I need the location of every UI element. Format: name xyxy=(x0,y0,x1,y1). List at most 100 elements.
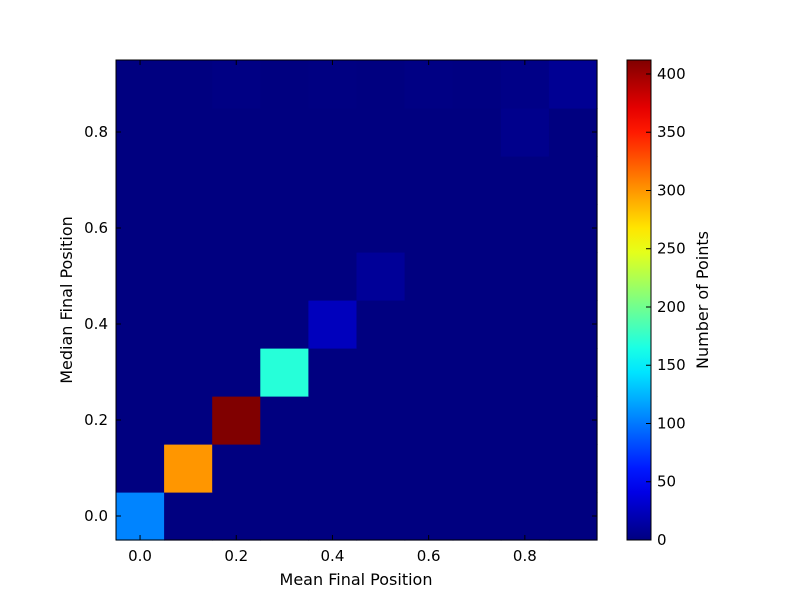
heatmap-cell xyxy=(500,348,550,397)
heatmap-cell xyxy=(260,252,309,301)
heatmap-cell xyxy=(116,300,165,349)
heatmap-cell xyxy=(548,444,598,493)
heatmap-cell xyxy=(452,444,502,493)
heatmap-cell xyxy=(404,300,454,349)
heatmap-cell xyxy=(116,108,165,157)
heatmap-cell xyxy=(260,300,309,349)
heatmap-cell xyxy=(404,444,454,493)
heatmap-cell xyxy=(404,156,454,205)
heatmap-cell xyxy=(452,252,502,301)
heatmap-cell xyxy=(212,108,261,157)
heatmap-cell xyxy=(308,348,358,397)
heatmap-cell xyxy=(356,60,406,109)
heatmap-cell xyxy=(308,156,358,205)
x-axis-label: Mean Final Position xyxy=(280,570,433,589)
heatmap-cell xyxy=(164,492,213,541)
heatmap-cell xyxy=(212,492,261,541)
heatmap-cell xyxy=(500,300,550,349)
heatmap-cell xyxy=(212,300,261,349)
heatmap-cell xyxy=(212,60,261,109)
heatmap-cell xyxy=(404,204,454,253)
heatmap-cell xyxy=(212,396,261,445)
heatmap-cell xyxy=(548,108,598,157)
colorbar-tick-label: 100 xyxy=(657,414,686,432)
heatmap-cell xyxy=(404,396,454,445)
heatmap-cell xyxy=(404,348,454,397)
heatmap-cell xyxy=(164,252,213,301)
heatmap-cell xyxy=(308,108,358,157)
x-tick-label: 0.6 xyxy=(417,547,441,565)
heatmap-cell xyxy=(308,396,358,445)
heatmap-cell xyxy=(500,108,550,157)
x-axis-ticks: 0.0 0.2 0.4 0.6 0.8 xyxy=(128,60,537,565)
heatmap-cell xyxy=(212,252,261,301)
heatmap-cell xyxy=(452,492,502,541)
heatmap-cell xyxy=(452,348,502,397)
heatmap-cell xyxy=(500,60,550,109)
heatmap-cell xyxy=(260,492,309,541)
heatmap-cell xyxy=(116,492,165,541)
heatmap-cell xyxy=(308,444,358,493)
heatmap-cell xyxy=(500,444,550,493)
heatmap-cell xyxy=(260,108,309,157)
heatmap-cell xyxy=(164,204,213,253)
heatmap-cell xyxy=(164,396,213,445)
heatmap-cell xyxy=(452,60,502,109)
heatmap-cell xyxy=(404,492,454,541)
heatmap-cells xyxy=(116,60,598,541)
y-tick-label: 0.8 xyxy=(84,123,108,141)
heatmap-cell xyxy=(548,156,598,205)
heatmap-cell xyxy=(548,252,598,301)
heatmap-cell xyxy=(308,300,358,349)
heatmap-cell xyxy=(116,204,165,253)
heatmap-cell xyxy=(356,492,406,541)
colorbar-tick-label: 250 xyxy=(657,240,686,258)
x-tick-label: 0.8 xyxy=(513,547,537,565)
y-tick-label: 0.4 xyxy=(84,315,108,333)
heatmap-cell xyxy=(452,204,502,253)
y-axis-label: Median Final Position xyxy=(57,216,76,384)
heatmap-cell xyxy=(164,156,213,205)
heatmap-cell xyxy=(548,396,598,445)
heatmap-cell xyxy=(500,156,550,205)
heatmap-cell xyxy=(164,300,213,349)
colorbar-label: Number of Points xyxy=(693,231,712,369)
heatmap-cell xyxy=(500,204,550,253)
colorbar-ticks: 0 50 100 150 200 250 300 350 400 xyxy=(646,65,686,549)
colorbar-tick-label: 0 xyxy=(657,531,667,549)
heatmap-cell xyxy=(260,60,309,109)
heatmap-cell xyxy=(452,108,502,157)
heatmap-cell xyxy=(260,348,309,397)
colorbar xyxy=(626,59,652,541)
heatmap-cell xyxy=(452,300,502,349)
heatmap-cell xyxy=(308,492,358,541)
heatmap-cell xyxy=(356,252,406,301)
heatmap-cell xyxy=(356,204,406,253)
colorbar-tick-label: 50 xyxy=(657,473,676,491)
x-tick-label: 0.2 xyxy=(224,547,248,565)
heatmap-cell xyxy=(548,300,598,349)
heatmap-cell xyxy=(356,108,406,157)
heatmap-cell xyxy=(404,252,454,301)
heatmap-cell xyxy=(308,252,358,301)
heatmap-cell xyxy=(356,348,406,397)
heatmap-cell xyxy=(356,300,406,349)
heatmap-cell xyxy=(308,204,358,253)
y-tick-label: 0.0 xyxy=(84,507,108,525)
colorbar-tick-label: 150 xyxy=(657,356,686,374)
heatmap-cell xyxy=(164,444,213,493)
heatmap-cell xyxy=(452,396,502,445)
heatmap-cell xyxy=(548,492,598,541)
heatmap-cell xyxy=(164,108,213,157)
heatmap-cell xyxy=(260,444,309,493)
heatmap-cell xyxy=(260,204,309,253)
heatmap-cell xyxy=(212,156,261,205)
heatmap-cell xyxy=(500,492,550,541)
x-tick-label: 0.4 xyxy=(321,547,345,565)
heatmap-cell xyxy=(548,348,598,397)
heatmap-cell xyxy=(356,396,406,445)
heatmap-cell xyxy=(500,396,550,445)
heatmap-cell xyxy=(116,348,165,397)
heatmap-cell xyxy=(116,156,165,205)
